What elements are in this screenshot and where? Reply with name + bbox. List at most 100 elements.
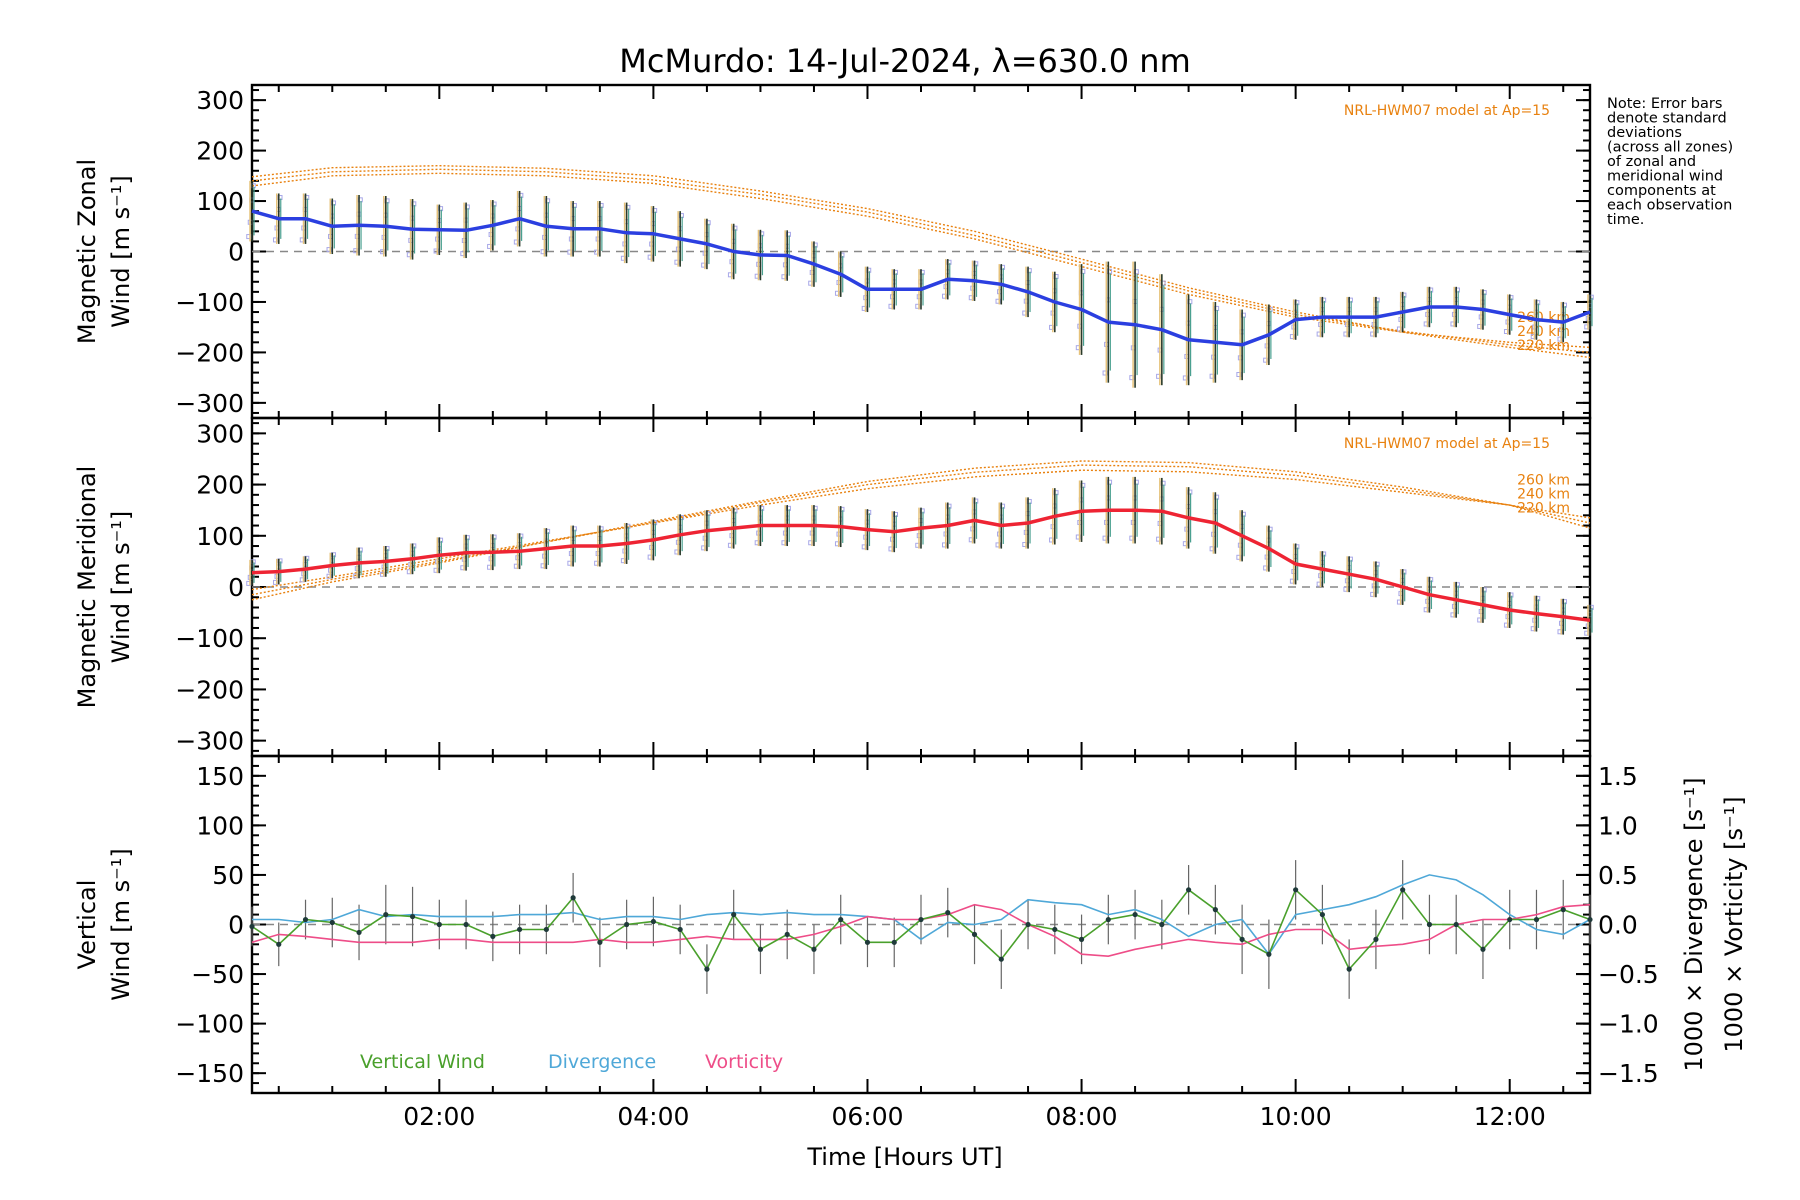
y-axis-label-line: Wind [m s⁻¹] — [107, 511, 135, 663]
vertical-wind-point — [249, 923, 255, 930]
model-alt-label: 260 km — [1517, 473, 1570, 489]
vertical-wind-point — [1533, 916, 1540, 923]
note-line: each observation — [1607, 198, 1732, 214]
x-tick-label: 06:00 — [831, 1102, 903, 1131]
vertical-wind-point — [1319, 911, 1325, 918]
vertical-wind-point — [811, 946, 817, 952]
y-tick-label: 50 — [212, 861, 244, 890]
zonal-wind-line — [251, 209, 1591, 347]
y-tick-label: −200 — [175, 338, 244, 367]
chart-title: McMurdo: 14-Jul-2024, λ=630.0 nm — [619, 42, 1191, 80]
x-tick-label: 08:00 — [1046, 1102, 1118, 1131]
y2-tick-label: 0.5 — [1598, 861, 1638, 890]
y-tick-label: −100 — [175, 1010, 244, 1039]
y-tick-label: 300 — [196, 419, 244, 448]
vertical-wind-point — [463, 921, 469, 928]
vertical-wind-point — [1212, 907, 1218, 913]
y-tick-label: −300 — [175, 727, 244, 756]
vertical-wind-point — [1266, 951, 1272, 957]
vertical-wind-point — [1426, 921, 1433, 928]
vertical-wind-point — [1105, 916, 1111, 923]
y-tick-label: 150 — [196, 762, 244, 791]
vertical-wind-point — [731, 911, 737, 918]
vertical-wind-point — [517, 926, 523, 933]
note-line: (across all zones) — [1607, 140, 1733, 156]
y-axis-label: Vertical Wind [m s⁻¹] — [73, 848, 135, 1000]
y-tick-label: 0 — [228, 238, 244, 267]
y-axis-label-line: Vertical — [73, 880, 101, 970]
vertical-wind-point — [1400, 887, 1406, 893]
vertical-wind-point — [1480, 946, 1486, 952]
x-tick-label: 04:00 — [617, 1102, 689, 1131]
y-tick-label: −200 — [175, 675, 244, 704]
model-curve — [251, 469, 1591, 591]
vertical-wind-point — [1507, 916, 1513, 923]
model-alt-label: 240 km — [1517, 487, 1570, 503]
vertical-wind-point — [677, 926, 683, 933]
y-axis-label-line: Wind [m s⁻¹] — [107, 175, 135, 327]
vertical-wind-point — [891, 939, 897, 945]
legend-entry: Vorticity — [705, 1051, 783, 1073]
y-tick-label: 200 — [196, 137, 244, 166]
y-axis-label: Magnetic Zonal Wind [m s⁻¹] — [73, 159, 135, 344]
y2-tick-label: 0.0 — [1598, 911, 1638, 940]
y2-tick-label: 1.0 — [1598, 811, 1638, 840]
note-line: components at — [1607, 183, 1716, 199]
y-tick-label: 100 — [196, 811, 244, 840]
vertical-wind-point — [329, 919, 335, 926]
note-line: Note: Error bars — [1607, 96, 1722, 112]
note-line: time. — [1607, 212, 1644, 228]
y-tick-label: 100 — [196, 187, 244, 216]
model-label: NRL-HWM07 model at Ap=15 — [1344, 103, 1550, 119]
divergence-axis-label: 1000 × Divergence [s⁻¹] — [1680, 777, 1708, 1071]
note-line: denote standard — [1607, 111, 1727, 127]
vertical-wind-point — [945, 910, 951, 916]
vertical-wind-point — [570, 895, 576, 901]
y2-tick-label: −1.0 — [1598, 1010, 1659, 1039]
vertical-wind-point — [1373, 936, 1379, 942]
vertical-wind-point — [1025, 921, 1031, 928]
x-axis: 02:00 04:00 06:00 08:00 10:00 12:00 — [403, 1102, 1545, 1131]
y-tick-label: 0 — [228, 911, 244, 940]
y-tick-label: −300 — [175, 389, 244, 418]
y-tick-label: −100 — [175, 288, 244, 317]
meridional-wind-panel: 300 200 100 0 −100 −200 −300 Magnetic Meridiona… — [73, 416, 1594, 758]
model-alt-label: 220 km — [1517, 501, 1570, 517]
model-curve — [251, 164, 1591, 359]
x-tick-label: 02:00 — [403, 1102, 475, 1131]
vertical-wind-point — [704, 966, 710, 972]
y-tick-label: 100 — [196, 522, 244, 551]
vertical-wind-point — [409, 913, 416, 920]
vertical-wind-point — [543, 926, 549, 933]
y-tick-label: 200 — [196, 471, 244, 500]
note-line: of zonal and — [1607, 154, 1696, 170]
model-alt-label: 240 km — [1517, 324, 1570, 340]
vertical-wind-point — [1159, 921, 1165, 928]
vertical-wind-point — [1239, 936, 1245, 942]
y-tick-label: 300 — [196, 86, 244, 115]
vertical-wind-point — [1186, 887, 1192, 893]
x-axis-label: Time [Hours UT] — [806, 1143, 1002, 1171]
y-axis-label-line: Magnetic Meridional — [73, 466, 101, 709]
vertical-wind-point — [436, 921, 442, 928]
vertical-wind-point — [302, 916, 309, 923]
y-tick-label: −50 — [191, 960, 244, 989]
vertical-wind-point — [784, 931, 790, 938]
vertical-wind-point — [1346, 966, 1352, 972]
vertical-wind-point — [356, 929, 362, 936]
vertical-wind-point — [597, 939, 603, 945]
vertical-wind-point — [1587, 916, 1593, 923]
model-label: NRL-HWM07 model at Ap=15 — [1344, 436, 1550, 452]
y-axis-label: Magnetic Meridional Wind [m s⁻¹] — [73, 466, 135, 709]
vertical-wind-panel: 150 100 50 0 −50 −100 −150 Vertical Wind [m s⁻¹]… — [73, 754, 1748, 1095]
vertical-wind-point — [624, 921, 630, 928]
vertical-wind-point — [998, 956, 1004, 962]
vertical-wind-point — [276, 941, 282, 947]
vertical-wind-point — [1560, 907, 1566, 913]
y-tick-label: −100 — [175, 624, 244, 653]
vertical-wind-point — [383, 911, 389, 918]
vertical-wind-point — [971, 931, 978, 938]
vertical-wind-point — [1293, 887, 1299, 893]
y2-tick-label: −1.5 — [1598, 1059, 1659, 1088]
